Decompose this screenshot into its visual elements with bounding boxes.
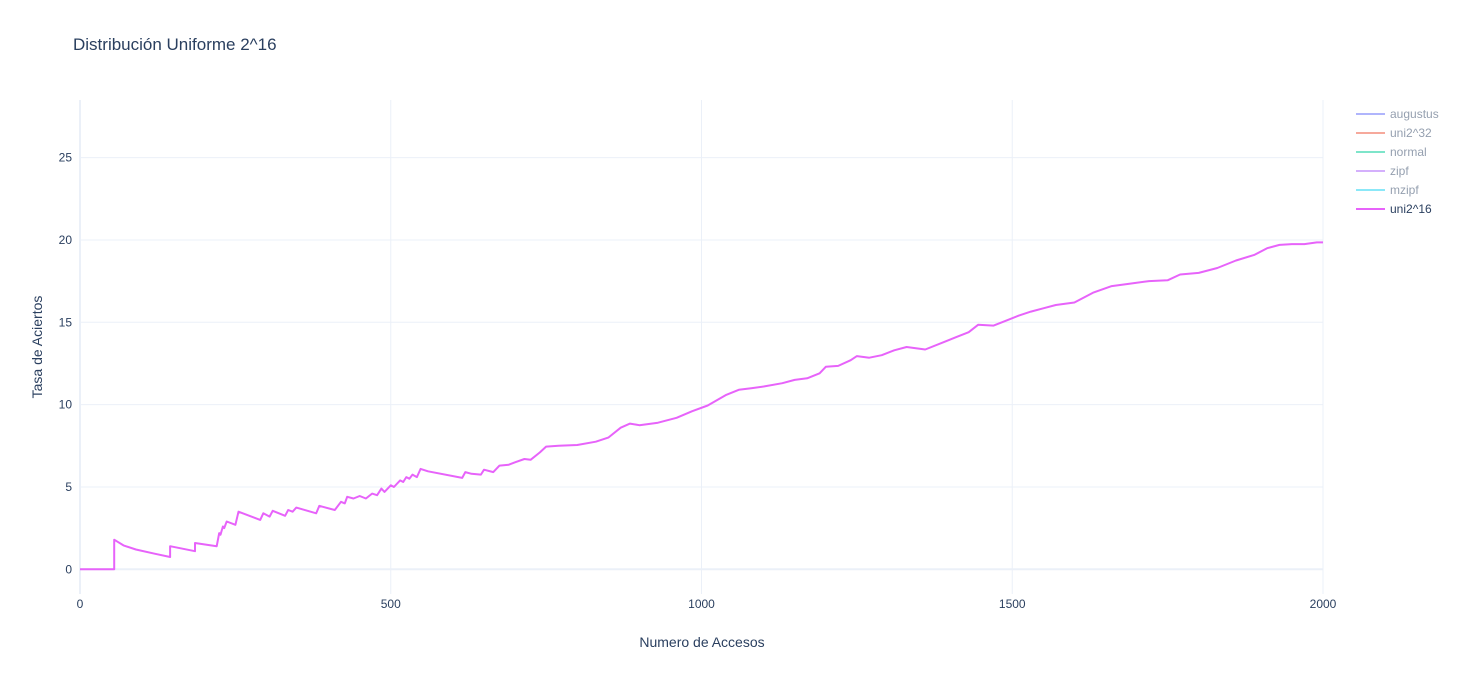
y-tick-label: 5 xyxy=(65,480,72,494)
legend-item[interactable]: mzipf xyxy=(1356,183,1419,197)
series-line-uni2-16 xyxy=(80,241,1323,571)
x-tick-label: 1500 xyxy=(999,597,1026,611)
x-tick-label: 0 xyxy=(77,597,84,611)
legend-item[interactable]: uni2^32 xyxy=(1356,126,1432,140)
y-tick-label: 10 xyxy=(59,398,73,412)
legend-item[interactable]: normal xyxy=(1356,145,1427,159)
y-tick-label: 25 xyxy=(59,151,73,165)
x-axis-title: Numero de Accesos xyxy=(639,634,764,650)
x-tick-label: 500 xyxy=(381,597,401,611)
axes xyxy=(79,100,1323,594)
x-tick-label: 2000 xyxy=(1310,597,1337,611)
y-axis-title: Tasa de Aciertos xyxy=(29,296,45,399)
y-tick-label: 15 xyxy=(59,315,73,329)
legend-label: mzipf xyxy=(1390,183,1419,197)
legend-label: uni2^32 xyxy=(1390,126,1432,140)
y-tick-label: 0 xyxy=(65,562,72,576)
x-tick-label: 1000 xyxy=(688,597,715,611)
series-layer xyxy=(80,241,1323,571)
legend-item[interactable]: zipf xyxy=(1356,164,1409,178)
grid-lines xyxy=(80,100,1324,594)
y-tick-label: 20 xyxy=(59,233,73,247)
legend-label: uni2^16 xyxy=(1390,202,1432,216)
legend-label: augustus xyxy=(1390,107,1439,121)
chart-title: Distribución Uniforme 2^16 xyxy=(73,35,277,54)
legend-item[interactable]: uni2^16 xyxy=(1356,202,1432,216)
legend-label: zipf xyxy=(1390,164,1409,178)
legend-label: normal xyxy=(1390,145,1427,159)
legend-item[interactable]: augustus xyxy=(1356,107,1439,121)
legend: augustus uni2^32 normal zipf mzipf uni2^16 xyxy=(1356,107,1439,216)
tick-labels: 0 500 1000 1500 2000 0 5 10 15 20 25 xyxy=(59,151,1337,611)
